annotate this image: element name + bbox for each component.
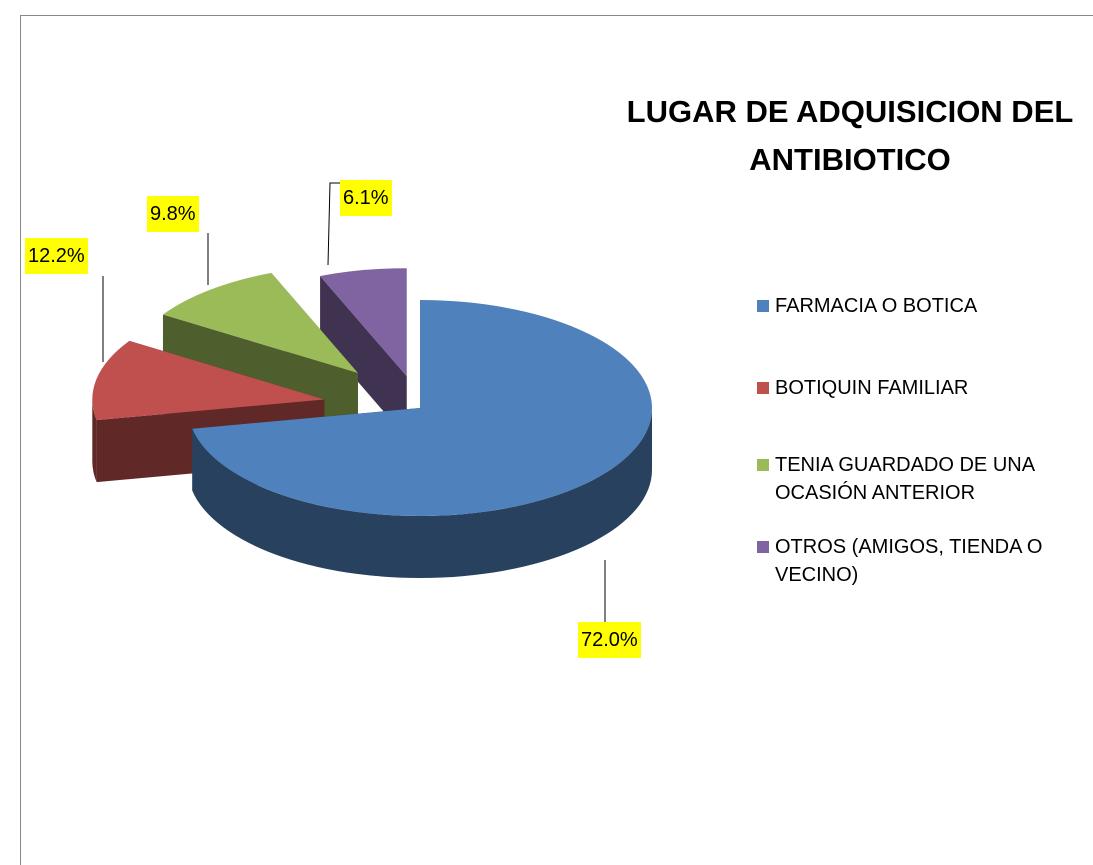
- legend-entry: FARMACIA O BOTICA: [757, 292, 1085, 320]
- data-label: 9.8%: [147, 196, 199, 232]
- slice: [162, 272, 358, 374]
- legend-label: BOTIQUIN FAMILIAR: [775, 377, 969, 399]
- slice-side: [192, 408, 652, 579]
- data-label: 72.0%: [578, 622, 641, 658]
- slice-side: [92, 399, 97, 483]
- legend-swatch: [757, 300, 769, 312]
- legend-label: OTROS (AMIGOS, TIENDA O VECINO): [775, 536, 1043, 586]
- legend-entry: BOTIQUIN FAMILIAR: [757, 374, 1085, 402]
- leader-line: [327, 182, 340, 266]
- legend-label: TENIA GUARDADO DE UNA OCASIÓN ANTERIOR: [775, 454, 1034, 504]
- data-label: 12.2%: [25, 238, 88, 274]
- legend-swatch: [757, 382, 769, 394]
- legend-swatch: [757, 541, 769, 553]
- legend-swatch: [757, 459, 769, 471]
- chart-border: [20, 15, 1093, 865]
- legend-label: FARMACIA O BOTICA: [775, 295, 978, 317]
- data-label: 6.1%: [340, 180, 392, 216]
- slice-side: [320, 276, 407, 439]
- chart-title: LUGAR DE ADQUISICION DEL ANTIBIOTICO: [626, 94, 1074, 177]
- legend-entry: TENIA GUARDADO DE UNA OCASIÓN ANTERIOR: [757, 451, 1085, 507]
- slice: [320, 268, 407, 377]
- legend-entry: OTROS (AMIGOS, TIENDA O VECINO): [757, 533, 1085, 589]
- slice: [92, 340, 325, 421]
- slice: [192, 300, 652, 516]
